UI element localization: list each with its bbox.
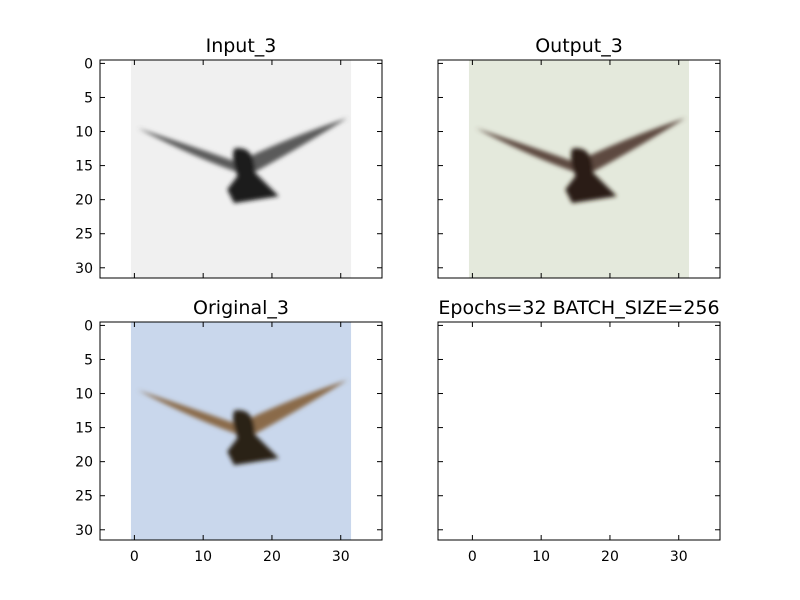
axes-frame: [99, 59, 383, 279]
y-tick-label: 10: [75, 387, 93, 403]
y-tick-label: 30: [75, 523, 93, 539]
y-tick-label: 20: [75, 193, 93, 209]
y-tick-label: 0: [84, 318, 93, 334]
x-tick-label: 30: [332, 549, 350, 565]
y-tick-label: 5: [84, 90, 93, 106]
bird-silhouette: [475, 117, 686, 204]
subplot-4: 0 10 20 30 Epochs=32 BATCH_SIZE=256: [437, 297, 721, 565]
bird-body: [565, 148, 617, 204]
bird-silhouette: [137, 379, 348, 466]
bird-body: [227, 410, 279, 466]
y-tick-label: 10: [75, 125, 93, 141]
y-tick-label: 15: [75, 159, 93, 175]
tick-marks: [100, 322, 382, 540]
x-tick-label: 20: [601, 549, 619, 565]
x-tick-label: 10: [194, 549, 212, 565]
x-tick-label: 0: [468, 549, 477, 565]
subplot-title: Original_3: [193, 297, 289, 319]
axes-frame: [437, 59, 721, 279]
y-tick-label: 20: [75, 455, 93, 471]
tick-marks: [438, 322, 720, 540]
bird-silhouette: [137, 117, 348, 204]
tick-marks: [438, 60, 720, 278]
subplot-title: Input_3: [206, 35, 277, 57]
subplot-grid: 0 5 10 15 20 25 30 Input_3 Output_3 0 10 20 30 0 5 10 15…: [75, 35, 721, 565]
axes-frame: [437, 321, 721, 541]
y-tick-label: 25: [75, 227, 93, 243]
image-3: [130, 322, 352, 540]
bird-body: [227, 148, 279, 204]
y-tick-label: 25: [75, 489, 93, 505]
tick-marks: [100, 60, 382, 278]
subplot-title: Epochs=32 BATCH_SIZE=256: [438, 297, 719, 319]
axes-frame: [99, 321, 383, 541]
y-tick-label: 0: [84, 56, 93, 72]
x-tick-label: 10: [532, 549, 550, 565]
x-tick-label: 20: [263, 549, 281, 565]
y-tick-label: 30: [75, 261, 93, 277]
x-tick-label: 0: [130, 549, 139, 565]
y-tick-label: 5: [84, 352, 93, 368]
subplot-3: 0 10 20 30 0 5 10 15 20 25 30 Original_3: [75, 297, 383, 565]
subplot-title: Output_3: [535, 35, 623, 57]
x-tick-label: 30: [670, 549, 688, 565]
subplot-2: Output_3: [437, 35, 721, 279]
y-tick-label: 15: [75, 421, 93, 437]
image-2: [468, 60, 690, 278]
image-1: [130, 60, 352, 278]
subplot-1: 0 5 10 15 20 25 30 Input_3: [75, 35, 383, 279]
